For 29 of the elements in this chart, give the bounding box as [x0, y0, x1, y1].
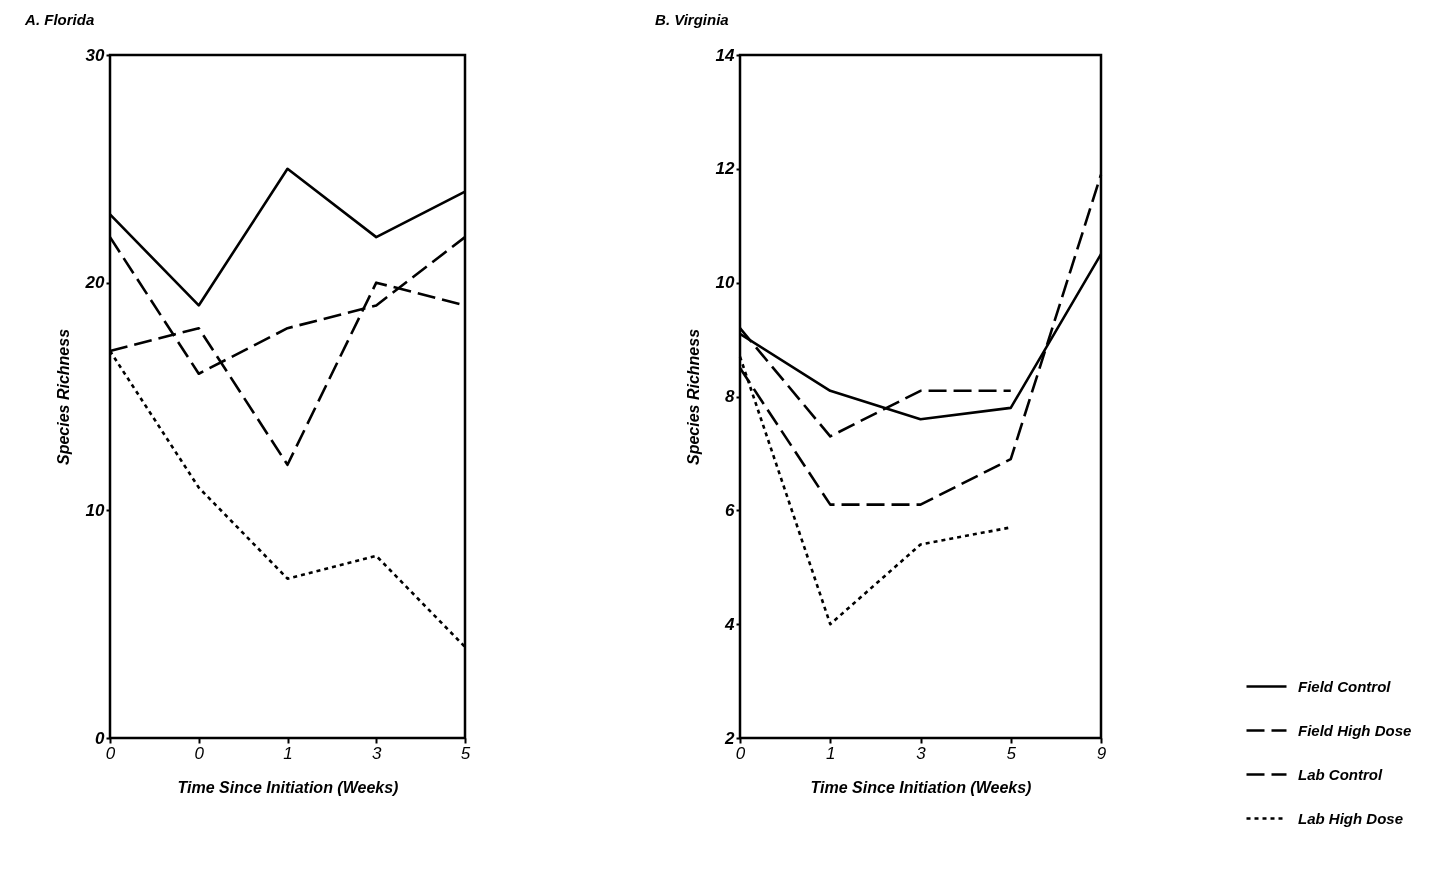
- chart-title: A. Florida: [24, 11, 95, 28]
- y-tick-label: 6: [725, 500, 736, 520]
- y-tick-label: 14: [715, 45, 736, 65]
- legend-label: Field High Dose: [1298, 721, 1412, 739]
- y-tick-label: 12: [715, 159, 736, 179]
- y-tick-label: 20: [84, 273, 106, 293]
- legend-label: Field Control: [1298, 677, 1392, 695]
- y-tick-label: 8: [725, 387, 736, 406]
- y-tick-label: 4: [724, 614, 736, 634]
- legend-label: Lab Control: [1298, 765, 1383, 783]
- x-tick-label: 9: [1096, 743, 1107, 763]
- x-tick-label: 5: [460, 743, 471, 763]
- chart-title: B. Virginia: [655, 11, 729, 28]
- x-tick-label: 1: [283, 743, 293, 763]
- x-tick-label: 0: [194, 743, 205, 763]
- x-tick-label: 3: [916, 743, 927, 763]
- y-tick-label: 10: [715, 273, 736, 293]
- x-tick-label: 3: [372, 743, 383, 763]
- y-axis-title: Species Richness: [54, 328, 72, 466]
- y-tick-label: 10: [85, 500, 106, 520]
- y-tick-label: 30: [85, 45, 106, 65]
- x-tick-label: 5: [1006, 743, 1017, 763]
- y-tick-label: 0: [95, 728, 106, 748]
- y-tick-label: 2: [724, 728, 736, 748]
- x-tick-label: 1: [826, 743, 836, 763]
- x-axis-title: Time Since Initiation (Weeks): [177, 778, 399, 796]
- x-axis-title: Time Since Initiation (Weeks): [810, 778, 1032, 796]
- legend-label: Lab High Dose: [1298, 809, 1404, 827]
- y-axis-title: Species Richness: [684, 328, 702, 466]
